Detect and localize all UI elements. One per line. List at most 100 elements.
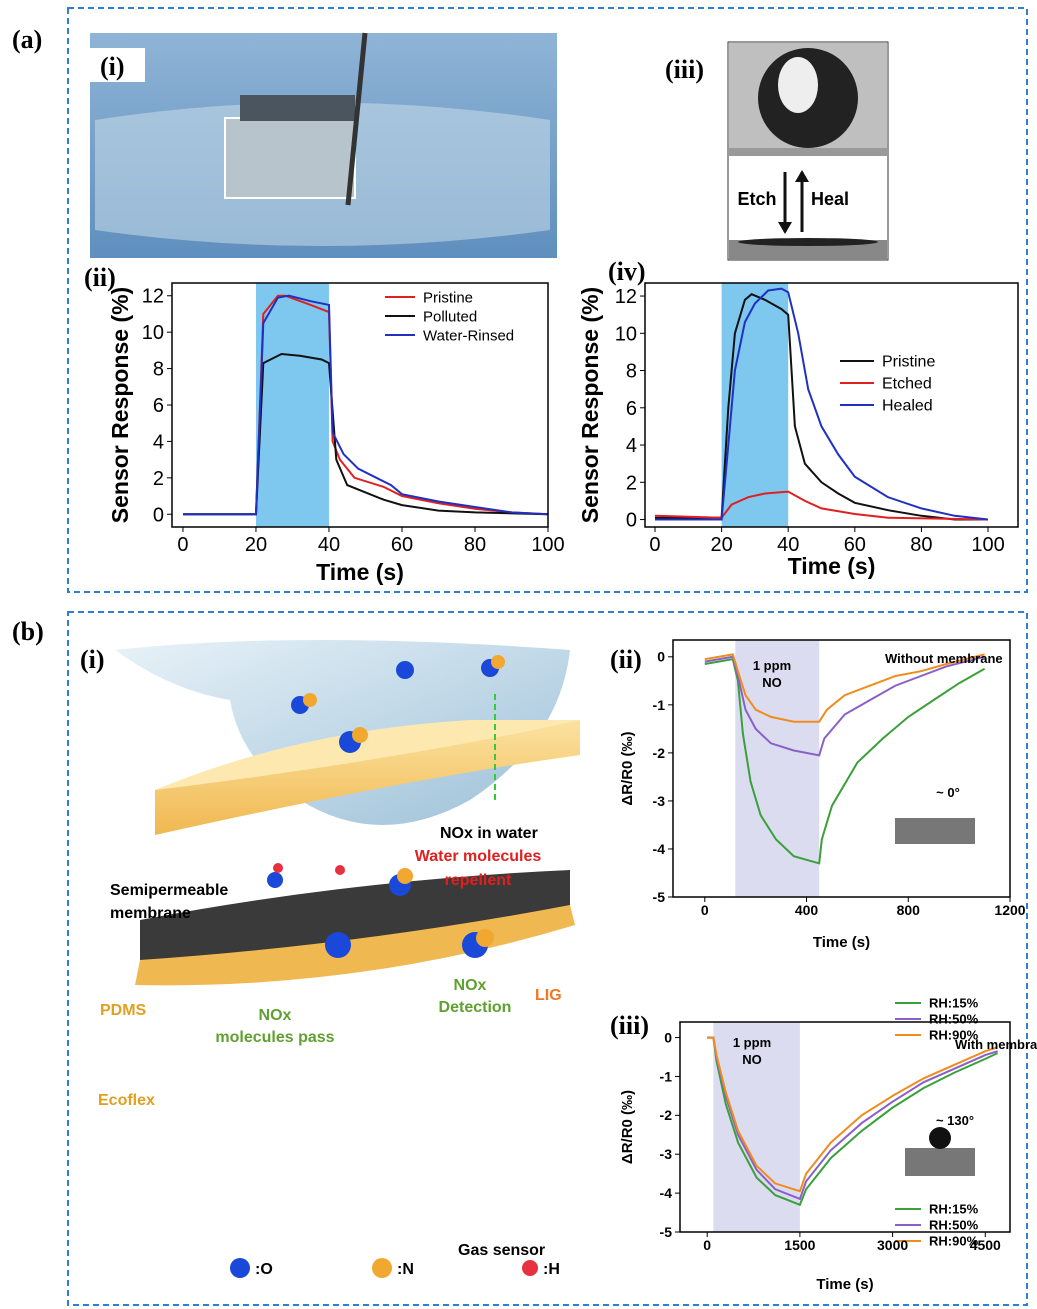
- panel-label: (i): [100, 52, 125, 81]
- illustration-label: NOx: [454, 977, 487, 994]
- legend-label: RH:15%: [929, 1202, 979, 1217]
- panel-label: (iv): [608, 257, 646, 286]
- legend-label: RH:90%: [929, 1028, 979, 1043]
- x-axis-title: Time (s): [813, 934, 870, 951]
- legend-label: RH:15%: [929, 996, 979, 1011]
- photo-label: Etch: [737, 189, 776, 209]
- y-tick-label: -2: [660, 1107, 673, 1123]
- annotation: Without membrane: [885, 651, 1003, 666]
- plot-frame: [644, 282, 1019, 528]
- x-axis-title: Time (s): [788, 553, 876, 579]
- line: [707, 1036, 999, 1207]
- annotation: 1 ppm: [733, 1035, 771, 1050]
- x-tick-label: 0: [177, 534, 188, 556]
- illustration-label: Ecoflex: [98, 1092, 155, 1109]
- y-tick-label: 10: [615, 323, 637, 345]
- illustration-label: Semipermeable: [110, 882, 228, 899]
- y-tick-label: 6: [153, 395, 164, 417]
- x-tick-label: 0: [649, 534, 660, 556]
- legend-label: Polluted: [423, 308, 477, 325]
- illustration-label: LIG: [535, 987, 562, 1004]
- panel-frame: [67, 7, 1028, 593]
- annotation: 1 ppm: [753, 658, 791, 673]
- photo: [90, 32, 557, 258]
- illustration-label: PDMS: [100, 1002, 147, 1019]
- y-tick-label: 2: [626, 472, 637, 494]
- y-tick-label: 0: [664, 1029, 672, 1045]
- illustration-label: Gas sensor: [458, 1242, 545, 1259]
- line: [704, 658, 986, 865]
- y-tick-label: -4: [653, 841, 666, 857]
- x-tick-label: 400: [795, 902, 819, 918]
- illustration-label: :H: [543, 1261, 560, 1278]
- x-tick-label: 80: [910, 534, 932, 556]
- highlight-band: [713, 1022, 800, 1232]
- x-tick-label: 80: [464, 534, 486, 556]
- y-tick-label: 8: [153, 359, 164, 381]
- line: [707, 1036, 998, 1193]
- annotation: NO: [742, 1052, 762, 1067]
- y-tick-label: -4: [660, 1185, 673, 1201]
- panel-label: (iii): [610, 1011, 649, 1040]
- x-axis-title: Time (s): [316, 559, 404, 585]
- x-tick-label: 800: [897, 902, 921, 918]
- panel-label: (iii): [665, 55, 704, 84]
- legend-label: Etched: [882, 376, 932, 393]
- y-axis-title: Sensor Response (%): [107, 287, 133, 523]
- plot-frame: [672, 639, 1011, 898]
- legend-label: RH:50%: [929, 1218, 979, 1233]
- illustration-label: :N: [397, 1261, 414, 1278]
- legend-label: Healed: [882, 398, 933, 415]
- y-tick-label: 8: [626, 361, 637, 383]
- x-tick-label: 4500: [970, 1237, 1001, 1253]
- x-tick-label: 40: [318, 534, 340, 556]
- y-tick-label: -1: [653, 697, 666, 713]
- illustration-label: molecules pass: [215, 1029, 334, 1046]
- y-tick-label: 4: [626, 435, 637, 457]
- legend-label: Pristine: [423, 289, 473, 306]
- annotation: NO: [762, 675, 782, 690]
- panel-label: (ii): [610, 645, 642, 674]
- panel-frame: [67, 611, 1028, 1306]
- y-tick-label: 6: [626, 398, 637, 420]
- y-tick-label: -5: [653, 889, 666, 905]
- y-tick-label: -5: [660, 1224, 673, 1240]
- y-tick-label: 10: [142, 322, 164, 344]
- x-tick-label: 0: [701, 902, 709, 918]
- line: [654, 490, 989, 521]
- x-tick-label: 100: [531, 534, 564, 556]
- line: [655, 293, 988, 521]
- y-tick-label: -2: [653, 745, 666, 761]
- x-tick-label: 20: [710, 534, 732, 556]
- y-axis-title: Sensor Response (%): [577, 287, 603, 523]
- illustration-label: :O: [255, 1261, 273, 1278]
- x-tick-label: 1200: [994, 902, 1025, 918]
- line: [183, 352, 549, 516]
- line: [704, 653, 985, 723]
- plot-frame: [679, 1021, 1011, 1233]
- illustration-label: NOx: [259, 1007, 292, 1024]
- legend-label: RH:50%: [929, 1012, 979, 1027]
- y-tick-label: 4: [153, 431, 164, 453]
- x-tick-label: 40: [777, 534, 799, 556]
- inset-photo: [895, 818, 975, 844]
- illustration-label: NOx in water: [440, 825, 538, 842]
- x-tick-label: 60: [391, 534, 413, 556]
- y-tick-label: 12: [615, 286, 637, 308]
- x-tick-label: 0: [703, 1237, 711, 1253]
- illustration: [115, 640, 580, 1278]
- y-tick-label: -3: [660, 1146, 673, 1162]
- y-axis-title: ΔR/R0 (‰): [619, 1090, 636, 1164]
- photo: [727, 41, 889, 261]
- illustration-label: membrane: [110, 905, 191, 922]
- y-tick-label: 0: [153, 504, 164, 526]
- line: [655, 287, 989, 521]
- inset-photo: [905, 1148, 975, 1176]
- y-tick-label: 2: [153, 468, 164, 490]
- x-tick-label: 60: [844, 534, 866, 556]
- x-tick-label: 100: [971, 534, 1004, 556]
- y-tick-label: 0: [657, 649, 665, 665]
- legend-label: RH:90%: [929, 1234, 979, 1249]
- x-tick-label: 3000: [877, 1237, 908, 1253]
